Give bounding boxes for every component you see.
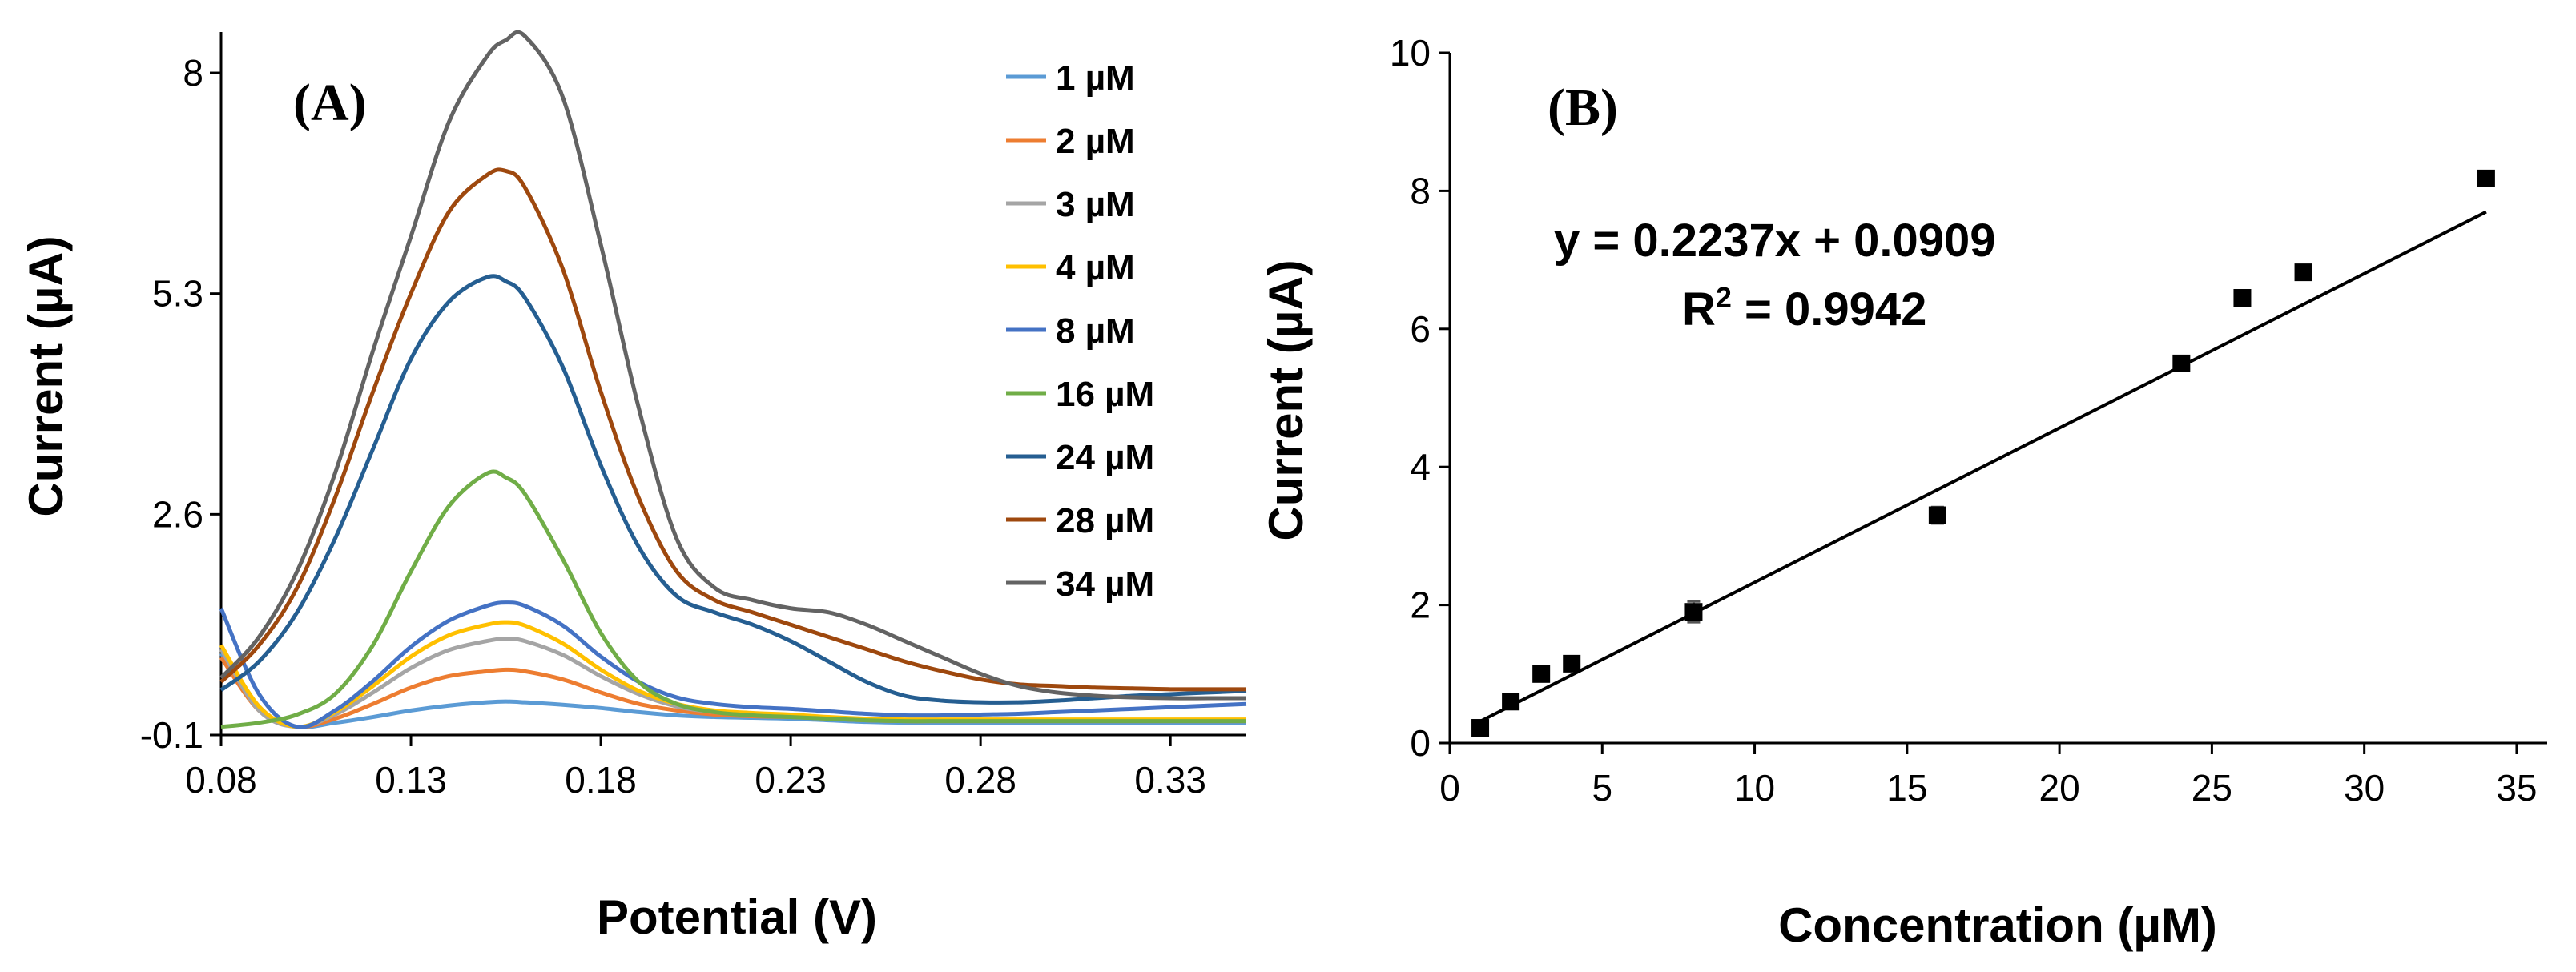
data-point [1563, 654, 1581, 673]
panel-a-label: (A) [293, 74, 367, 132]
panel-a-y-tick-label: 2.6 [152, 493, 203, 535]
panel-a-x-tick-label: 0.18 [565, 759, 637, 801]
legend-entry: 34 µM [1056, 564, 1154, 604]
panel-b-x-tick-label: 15 [1886, 767, 1927, 809]
panel-a-x-tick-label: 0.28 [944, 759, 1016, 801]
data-point [1532, 665, 1551, 683]
panel-b-y-tick-label: 10 [1390, 32, 1431, 74]
legend-entry: 4 µM [1056, 248, 1135, 287]
panel-b-x-tick-label: 30 [2344, 767, 2385, 809]
data-point [2477, 169, 2495, 187]
panel-a-x-tick-label: 0.33 [1134, 759, 1206, 801]
data-point [1471, 719, 1490, 737]
panel-b-y-tick-label: 2 [1410, 584, 1431, 626]
panel-a-x-axis-title: Potential (V) [597, 890, 877, 944]
r-squared-value: = 0.9942 [1732, 283, 1927, 335]
panel-b-x-tick-label: 25 [2192, 767, 2232, 809]
series-line-8um [219, 600, 1247, 729]
panel-b-label: (B) [1548, 78, 1618, 137]
legend-entry: 16 µM [1056, 375, 1154, 414]
linear-fit-line [1479, 210, 2487, 723]
panel-a-x-tick-label: 0.23 [755, 759, 827, 801]
data-point [1928, 506, 1946, 524]
series-line-28um [219, 167, 1246, 692]
r-squared-prefix: R [1682, 283, 1716, 335]
legend-entry: 24 µM [1056, 438, 1154, 477]
panel-b-x-tick-label: 35 [2496, 767, 2537, 809]
data-point [2233, 289, 2252, 307]
series-line-16um [220, 469, 1246, 729]
data-point [2172, 354, 2191, 372]
panel-b-chart: 0 2 4 6 8 10 0 5 10 15 20 25 30 35 (B) y = 0.2237x +… [1259, 32, 2547, 952]
panel-b-y-tick-label: 8 [1410, 170, 1431, 211]
panel-b-x-axis-title: Concentration (µM) [1778, 898, 2217, 952]
panel-b-y-tick-label: 4 [1410, 446, 1431, 488]
legend-entry: 8 µM [1056, 311, 1135, 351]
panel-a-y-tick-label: 5.3 [152, 273, 203, 315]
panel-b-y-axis-title: Current (µA) [1259, 259, 1313, 540]
r-squared-superscript: 2 [1716, 281, 1732, 314]
legend-entry: 28 µM [1056, 501, 1154, 540]
panel-b-x-tick-label: 10 [1734, 767, 1775, 809]
panel-a-y-tick-label: 8 [183, 52, 203, 94]
series-line-24um [219, 274, 1247, 705]
panel-b-y-tick-label: 0 [1410, 722, 1431, 764]
legend-entry: 2 µM [1056, 122, 1135, 161]
panel-a-y-axis-title: Current (µA) [19, 235, 73, 516]
panel-b-x-tick-label: 5 [1592, 767, 1612, 809]
panel-b-x-tick-label: 20 [2039, 767, 2080, 809]
panel-a-x-tick-label: 0.13 [375, 759, 447, 801]
r-squared-label: R2 = 0.9942 [1682, 281, 1926, 335]
legend-entry: 3 µM [1056, 185, 1135, 224]
panel-b-y-tick-label: 6 [1410, 308, 1431, 350]
data-point [1502, 693, 1520, 711]
panel-b-x-tick-label: 0 [1439, 767, 1460, 809]
panel-a-y-tick-label: -0.1 [140, 714, 203, 756]
panel-a-chart: -0.1 2.6 5.3 8 0.08 0.13 0.18 0.23 0.28 0.33 1 µ… [19, 30, 1247, 944]
data-point [1684, 603, 1703, 621]
panel-a-x-tick-label: 0.08 [185, 759, 257, 801]
regression-equation: y = 0.2237x + 0.0909 [1554, 215, 1996, 267]
data-point [2294, 263, 2312, 282]
series-line-34um [219, 30, 1246, 701]
legend-entry: 1 µM [1056, 58, 1135, 98]
